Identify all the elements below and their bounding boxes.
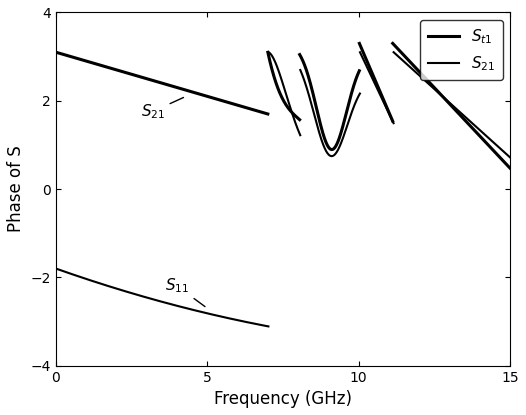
Legend: $S_{t1}$, $S_{21}$: $S_{t1}$, $S_{21}$ (420, 20, 503, 81)
Text: $S_{11}$: $S_{11}$ (165, 276, 205, 307)
$S_{t1}$ (111, 67, 117, 72)
$S_{21}$ (111, 286, 117, 290)
$S_{21}$ (407, 64, 413, 69)
X-axis label: Frequency (GHz): Frequency (GHz) (214, 390, 352, 408)
Y-axis label: Phase of S: Phase of S (7, 146, 25, 232)
$S_{21}$ (325, 152, 331, 157)
$S_{21}$ (411, 68, 417, 73)
Line: $S_{t1}$: $S_{t1}$ (56, 44, 510, 168)
$S_{t1}$ (505, 164, 512, 169)
$S_{t1}$ (389, 118, 396, 123)
Line: $S_{21}$: $S_{21}$ (56, 52, 510, 327)
$S_{t1}$ (325, 144, 331, 149)
$S_{t1}$ (53, 50, 59, 55)
$S_{21}$ (390, 120, 397, 125)
$S_{t1}$ (410, 63, 417, 68)
$S_{t1}$ (406, 58, 412, 63)
$S_{21}$ (505, 154, 512, 159)
$S_{21}$ (53, 266, 59, 271)
Text: $S_{21}$: $S_{21}$ (140, 98, 184, 121)
